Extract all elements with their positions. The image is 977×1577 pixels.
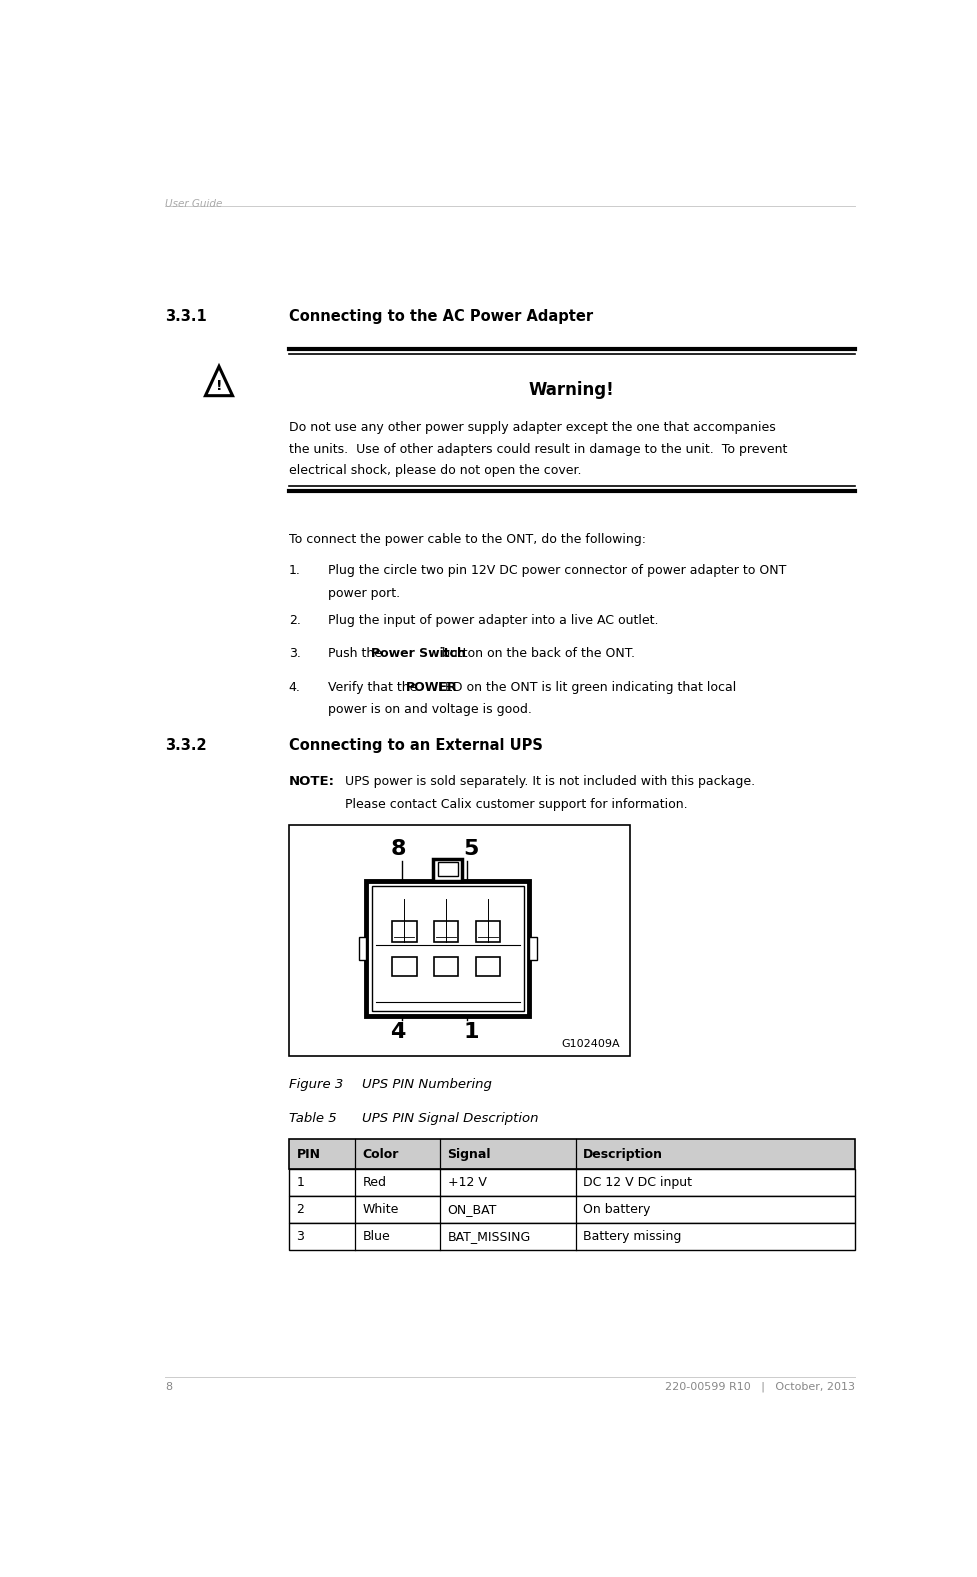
Bar (289, 825, 630, 1057)
Text: 1.: 1. (289, 565, 301, 577)
Text: 2: 2 (296, 1203, 305, 1216)
Text: To connect the power cable to the ONT, do the following:: To connect the power cable to the ONT, d… (289, 533, 646, 546)
Bar (529, 937, 536, 960)
Text: UPS power is sold separately. It is not included with this package.: UPS power is sold separately. It is not … (345, 776, 754, 788)
Text: 3: 3 (296, 1230, 305, 1243)
Text: Figure 3: Figure 3 (289, 1077, 343, 1091)
Text: LED on the ONT is lit green indicating that local: LED on the ONT is lit green indicating t… (434, 681, 736, 694)
Text: Do not use any other power supply adapter except the one that accompanies: Do not use any other power supply adapte… (289, 421, 776, 434)
Text: Table 5: Table 5 (289, 1112, 336, 1126)
Text: G102409A: G102409A (562, 1039, 620, 1049)
Bar (359, 937, 366, 960)
Bar (366, 880, 529, 1016)
Text: Connecting to an External UPS: Connecting to an External UPS (289, 738, 542, 754)
Text: 3.3.2: 3.3.2 (165, 738, 206, 754)
Bar (289, 1140, 855, 1169)
Text: BAT_MISSING: BAT_MISSING (447, 1230, 531, 1243)
Text: ON_BAT: ON_BAT (447, 1203, 497, 1216)
Text: Battery missing: Battery missing (583, 1230, 682, 1243)
Text: power port.: power port. (327, 587, 400, 599)
Text: Color: Color (362, 1148, 399, 1161)
Text: button on the back of the ONT.: button on the back of the ONT. (439, 648, 635, 661)
Bar (438, 863, 457, 877)
Text: UPS PIN Signal Description: UPS PIN Signal Description (362, 1112, 539, 1126)
Text: 220-00599 R10   |   October, 2013: 220-00599 R10 | October, 2013 (664, 1381, 855, 1392)
Text: 8: 8 (165, 1381, 172, 1392)
Text: Red: Red (362, 1176, 386, 1189)
Text: Signal: Signal (447, 1148, 491, 1161)
Text: 4: 4 (391, 1022, 405, 1042)
Text: the units.  Use of other adapters could result in damage to the unit.  To preven: the units. Use of other adapters could r… (289, 443, 787, 456)
Text: !: ! (216, 380, 222, 393)
Bar (434, 921, 458, 941)
Text: Blue: Blue (362, 1230, 390, 1243)
Text: Warning!: Warning! (529, 382, 615, 399)
Bar (392, 921, 416, 941)
Text: power is on and voltage is good.: power is on and voltage is good. (327, 703, 531, 716)
Bar (433, 859, 462, 880)
Text: 3.3.1: 3.3.1 (165, 309, 206, 323)
Text: White: White (362, 1203, 399, 1216)
Bar (289, 1195, 855, 1222)
Text: 5: 5 (463, 839, 479, 859)
Bar (371, 886, 524, 1011)
Bar (434, 957, 458, 976)
Text: Verify that the: Verify that the (327, 681, 421, 694)
Text: 3.: 3. (289, 648, 301, 661)
Bar (476, 921, 500, 941)
Text: 8: 8 (391, 839, 405, 859)
Text: Connecting to the AC Power Adapter: Connecting to the AC Power Adapter (289, 309, 593, 323)
Text: 1: 1 (296, 1176, 305, 1189)
Text: User Guide: User Guide (165, 199, 222, 210)
Text: 4.: 4. (289, 681, 301, 694)
Text: +12 V: +12 V (447, 1176, 487, 1189)
Text: 2.: 2. (289, 615, 301, 628)
Bar (476, 957, 500, 976)
Text: PIN: PIN (296, 1148, 320, 1161)
Text: 1: 1 (463, 1022, 479, 1042)
Text: Plug the circle two pin 12V DC power connector of power adapter to ONT: Plug the circle two pin 12V DC power con… (327, 565, 786, 577)
Bar (289, 1222, 855, 1249)
Text: Please contact Calix customer support for information.: Please contact Calix customer support fo… (345, 798, 687, 811)
Text: DC 12 V DC input: DC 12 V DC input (583, 1176, 693, 1189)
Bar (289, 1169, 855, 1195)
Text: UPS PIN Numbering: UPS PIN Numbering (362, 1077, 492, 1091)
Text: electrical shock, please do not open the cover.: electrical shock, please do not open the… (289, 464, 581, 478)
Text: POWER: POWER (405, 681, 457, 694)
Text: Push the: Push the (327, 648, 386, 661)
Text: On battery: On battery (583, 1203, 651, 1216)
Text: Power Switch: Power Switch (371, 648, 466, 661)
Text: Plug the input of power adapter into a live AC outlet.: Plug the input of power adapter into a l… (327, 615, 658, 628)
Bar (392, 957, 416, 976)
Text: NOTE:: NOTE: (289, 776, 335, 788)
Text: Description: Description (583, 1148, 663, 1161)
